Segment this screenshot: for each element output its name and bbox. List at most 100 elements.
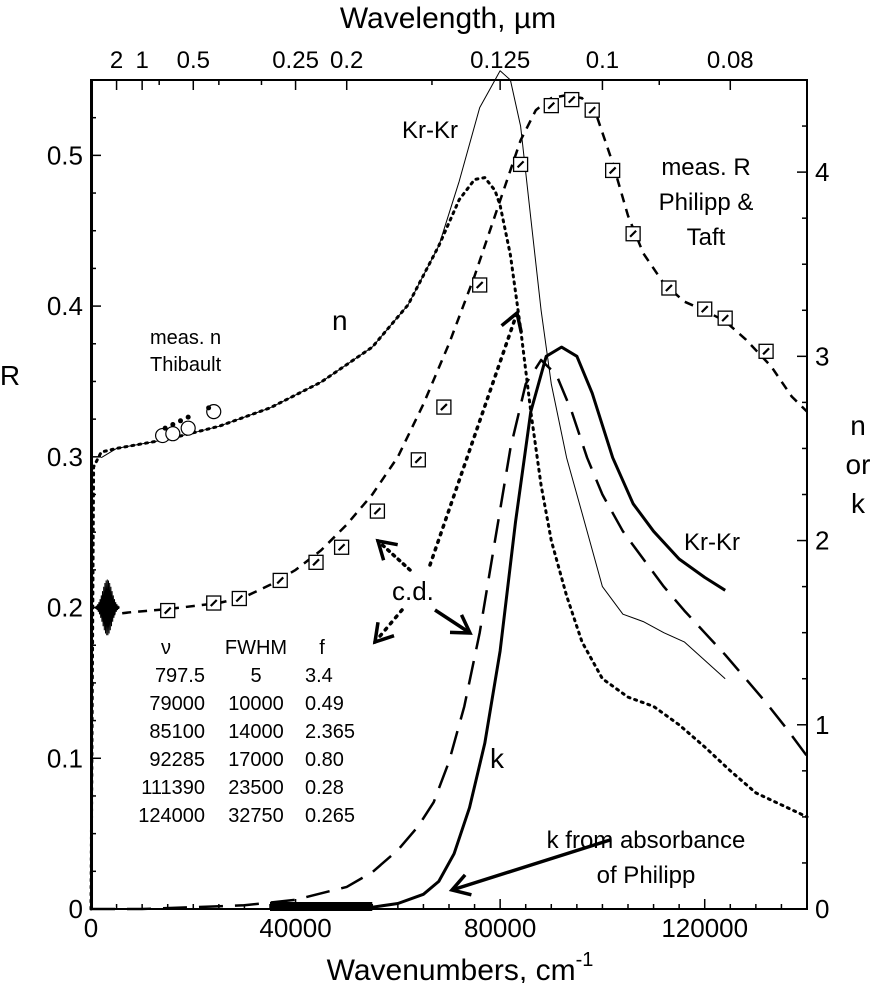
y-right-axis-title-or: or [846, 449, 871, 480]
y-right-axis-title-n: n [850, 410, 866, 441]
x-top-tick-label: 0.5 [177, 47, 210, 74]
series-layer [89, 70, 809, 911]
y-right-tick-label: 3 [815, 341, 829, 371]
cd-arrow-to-k-head [449, 614, 473, 635]
label-meas-r-1: meas. R [661, 154, 750, 181]
k-absorbance-arrow [451, 838, 611, 892]
series-k-krkr [270, 345, 726, 911]
table-cell: 79000 [149, 693, 205, 715]
table-cell: 0.49 [305, 693, 344, 715]
n-marker-dot [162, 425, 168, 431]
cd-arrow-to-k [434, 608, 471, 635]
x-axis-title-sup: -1 [576, 949, 594, 971]
cd-arrow-to-n [428, 311, 519, 567]
table-cell: 111390 [141, 777, 205, 799]
r-marker-dash [209, 599, 218, 607]
table-cell: 0.265 [305, 805, 355, 827]
x-top-tick-label: 0.1 [586, 47, 619, 74]
x-top-tick-label: 0.08 [707, 47, 754, 74]
n-marker-dot [170, 421, 176, 427]
r-marker-dash [312, 558, 320, 567]
x-top-tick-label: 2 [110, 47, 123, 74]
annotations [270, 309, 611, 911]
r-marker-dash [475, 281, 484, 289]
x-tick-label: 80000 [464, 913, 536, 943]
r-marker-dash [762, 347, 770, 356]
y-right-tick-label: 0 [815, 894, 829, 924]
oscillator-table: ν FWHM f 797.5 5 3.4 79000 10000 0.49 85… [138, 637, 355, 827]
x-top-tick-label: 0.25 [272, 47, 319, 74]
label-meas-n-2: Thibault [150, 354, 222, 376]
x-axis-title-main: Wavenumbers, cm [327, 954, 576, 983]
x-top-tick-label: 0.125 [470, 47, 530, 74]
n-marker-dot [185, 414, 191, 420]
label-n: n [332, 305, 348, 336]
table-cell: 14000 [228, 721, 284, 743]
r-marker-dash [516, 160, 525, 169]
y-left-tick-label: 0.5 [47, 140, 83, 170]
series-n-cd [89, 176, 809, 911]
table-header-f: f [319, 637, 325, 659]
cd-arrow-to-n-head [500, 309, 524, 333]
cd-arrow-to-r-head [375, 538, 399, 561]
y-left-tick-label: 0.1 [47, 743, 83, 773]
r-marker-dash [276, 576, 285, 585]
r-marker-dash [665, 284, 673, 292]
cd-arrow-to-r [376, 539, 412, 572]
table-header-fwhm: FWHM [225, 637, 287, 659]
n-marker-open-circle [165, 426, 181, 442]
n-marker-dot [206, 405, 212, 411]
r-marker-dash [337, 543, 346, 552]
x-axis-title: Wavenumbers, cm-1 [327, 949, 594, 983]
x-tick-label: 40000 [259, 913, 331, 943]
table-cell: 23500 [228, 777, 284, 799]
label-meas-r-2: Philipp & [659, 189, 754, 216]
r-marker-dash [235, 594, 244, 603]
cd-arrow-down-left-head [372, 621, 395, 645]
series-k-cd [91, 358, 809, 911]
y-right-axis-title-k: k [851, 488, 866, 519]
r-marker-dash [608, 166, 617, 175]
r-marker-dash [414, 456, 423, 464]
label-meas-r-3: Taft [687, 224, 726, 251]
table-cell: 85100 [149, 721, 205, 743]
y-left-tick-label: 0.3 [47, 442, 83, 472]
markers-layer [155, 91, 774, 619]
label-krkr-k: Kr-Kr [684, 529, 740, 556]
x-top-tick-label: 0.2 [330, 47, 363, 74]
r-marker-dash [567, 95, 576, 104]
r-marker-dash [547, 101, 556, 110]
r-marker-dash [629, 229, 637, 238]
table-cell: 92285 [149, 749, 205, 771]
k-absorbance-arrow-head [448, 873, 472, 897]
table-cell: 2.365 [305, 721, 355, 743]
table-cell: 17000 [228, 749, 284, 771]
y-left-tick-label: 0 [69, 894, 83, 924]
table-cell: 10000 [228, 693, 284, 715]
label-k: k [490, 743, 505, 774]
y-left-tick-label: 0.4 [47, 291, 83, 321]
label-k-absorbance-1: k from absorbance [547, 827, 746, 854]
cd-arrow-down-left [373, 608, 404, 644]
n-marker-dot [178, 418, 183, 424]
table-cell: 0.80 [305, 749, 344, 771]
x-tick-label: 0 [84, 913, 98, 943]
label-k-absorbance-2: of Philipp [597, 862, 696, 889]
table-cell: 5 [250, 665, 261, 687]
table-cell: 0.28 [305, 777, 344, 799]
r-marker-dash [163, 606, 172, 615]
r-marker-dash [440, 403, 448, 411]
x-top-axis-title: Wavelength, µm [340, 2, 556, 35]
y-left-tick-label: 0.2 [47, 593, 83, 623]
table-cell: 32750 [228, 805, 284, 827]
r-marker-dash [700, 305, 709, 313]
table-cell: 124000 [138, 805, 205, 827]
x-top-tick-label: 1 [135, 47, 148, 74]
table-cell: 3.4 [305, 665, 333, 687]
label-krkr-n: Kr-Kr [402, 117, 458, 144]
y-left-axis-title: R [0, 360, 20, 391]
n-marker-open-circle [180, 420, 196, 436]
y-right-tick-label: 4 [815, 157, 829, 187]
